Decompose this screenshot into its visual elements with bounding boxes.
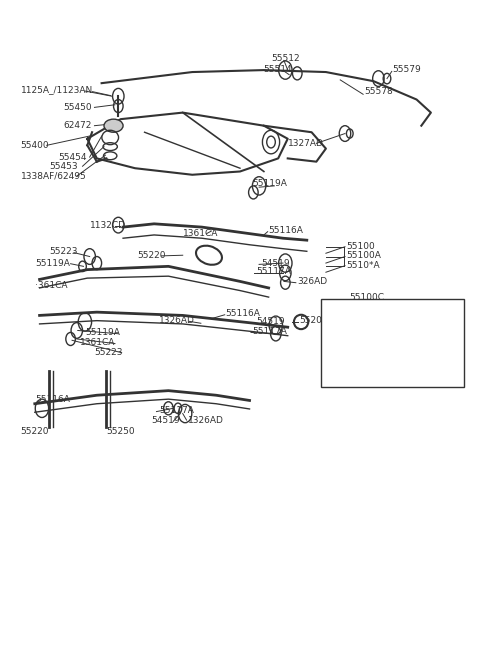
Text: 55512: 55512 (271, 55, 300, 64)
Text: 55220: 55220 (137, 251, 166, 260)
FancyBboxPatch shape (321, 299, 464, 388)
Text: 55450: 55450 (63, 103, 92, 112)
Text: ·361CA: ·361CA (35, 281, 67, 290)
Text: 55117A: 55117A (374, 348, 409, 357)
Ellipse shape (104, 119, 123, 132)
Text: 1326AD: 1326AD (159, 316, 195, 325)
Text: 55223: 55223 (95, 348, 123, 357)
Text: 55250: 55250 (107, 427, 135, 436)
Text: 55220: 55220 (21, 427, 49, 436)
Text: 326AD: 326AD (297, 277, 327, 286)
Text: 55116A: 55116A (35, 395, 70, 403)
Text: 55514: 55514 (263, 65, 291, 74)
Text: 55119A: 55119A (35, 259, 70, 267)
Text: 55117A: 55117A (252, 327, 287, 336)
Text: 1326AD: 1326AD (188, 416, 223, 424)
Text: 62472: 62472 (63, 121, 92, 130)
Text: 55453: 55453 (49, 162, 78, 171)
Ellipse shape (346, 316, 358, 328)
Text: 55579: 55579 (393, 65, 421, 74)
Text: 5510*A: 5510*A (346, 261, 380, 270)
Text: 55117A: 55117A (257, 267, 291, 276)
Text: 55400: 55400 (21, 141, 49, 150)
Text: 1361CA: 1361CA (80, 338, 116, 347)
Text: 54519: 54519 (152, 416, 180, 424)
Text: 55119A: 55119A (252, 179, 287, 188)
Text: 55119A: 55119A (85, 328, 120, 337)
Text: 55223: 55223 (49, 248, 78, 256)
Text: 1327AD: 1327AD (288, 139, 324, 148)
Text: 55116A: 55116A (269, 226, 303, 235)
Text: 55116A: 55116A (226, 309, 261, 318)
Text: 55100C: 55100C (350, 293, 385, 302)
Text: 54519: 54519 (262, 259, 290, 267)
Text: 1125A_/1123AN: 1125A_/1123AN (21, 85, 93, 94)
Text: 55100: 55100 (346, 242, 375, 251)
Text: 1338AF/62495: 1338AF/62495 (21, 171, 86, 181)
Text: 1361CA: 1361CA (183, 229, 218, 238)
Text: 55200: 55200 (300, 316, 328, 325)
Text: 1326AD: 1326AD (374, 359, 410, 368)
Text: 55578: 55578 (364, 87, 393, 96)
Text: 1132CD: 1132CD (90, 221, 126, 230)
Text: 54519: 54519 (374, 330, 403, 340)
Text: 55100A: 55100A (346, 252, 381, 260)
Text: 54519: 54519 (257, 317, 285, 327)
Text: 55454: 55454 (59, 152, 87, 162)
Text: 55117A: 55117A (159, 406, 194, 415)
